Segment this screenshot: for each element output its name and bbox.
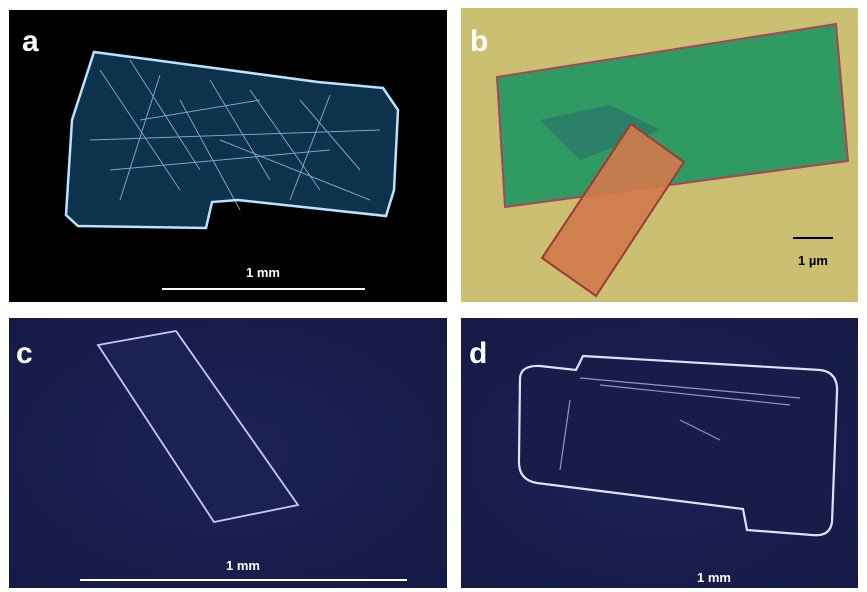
page: a 1 mm b 1 µm c 1 mm d 1 mm (() => { con… [0,0,867,592]
scale-bar-label: 1 mm [226,558,260,573]
panel-b: b 1 µm [461,8,858,302]
scale-bar-label: 1 mm [246,265,280,280]
panel-label: d [469,337,487,370]
panel-c: c 1 mm [9,318,447,588]
scale-bar-label: 1 µm [798,253,828,268]
panel-label: c [16,337,33,370]
panel-a: a 1 mm [9,10,447,302]
panel-d: d 1 mm [461,318,858,588]
panel-label: b [470,25,488,58]
scale-bar-label: 1 mm [697,570,731,585]
panel-label: a [22,25,39,58]
figure: a 1 mm b 1 µm c 1 mm d 1 mm [0,0,867,592]
